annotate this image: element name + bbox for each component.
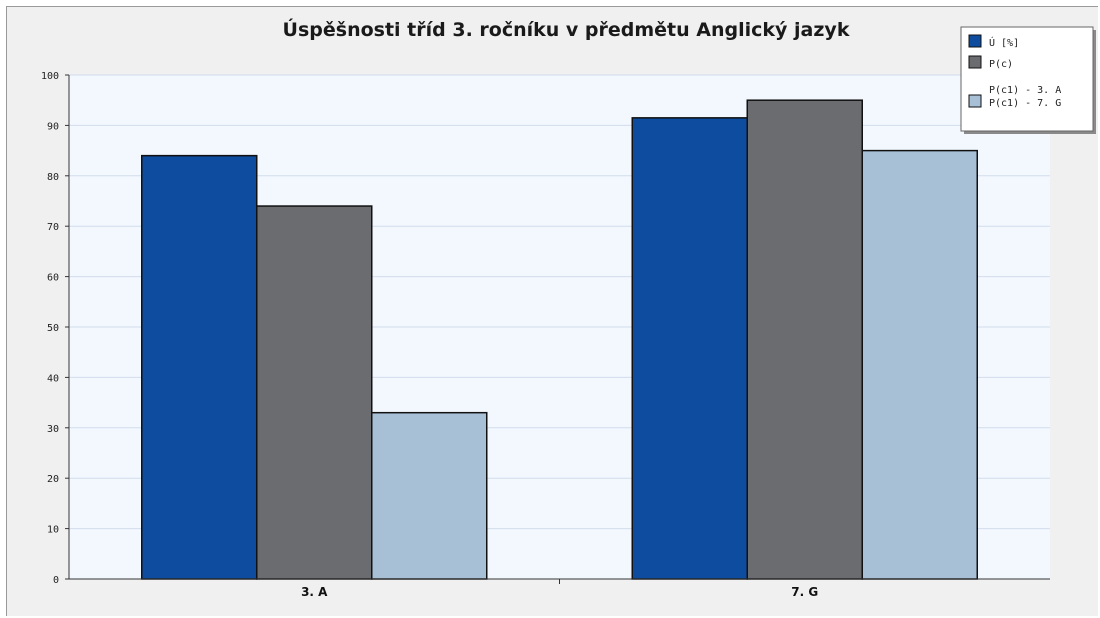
- y-tick-label: 30: [47, 424, 59, 435]
- legend-box: [960, 26, 1094, 132]
- legend-label: P(c1) - 7. G: [989, 98, 1061, 109]
- y-tick-label: 10: [47, 525, 59, 536]
- y-tick-label: 50: [47, 323, 59, 334]
- x-category-label: 3. A: [301, 585, 328, 599]
- bar-1-2: [631, 117, 748, 580]
- chart-frame: Úspěšnosti tříd 3. ročníku v předmětu An…: [6, 6, 1098, 616]
- bar-3-2: [861, 149, 978, 580]
- bars: [141, 99, 978, 580]
- bar-2-2: [746, 99, 863, 580]
- bar-2-1: [256, 205, 373, 580]
- chart-title: Úspěšnosti tříd 3. ročníku v předmětu An…: [283, 17, 850, 41]
- y-tick-label: 60: [47, 273, 59, 284]
- y-tick-label: 0: [53, 575, 59, 586]
- legend-label: Ú [%]: [989, 36, 1019, 49]
- y-tick-label: 100: [41, 71, 59, 82]
- y-tick-label: 90: [47, 121, 59, 132]
- y-tick-label: 80: [47, 172, 59, 183]
- legend-label: P(c): [989, 59, 1013, 70]
- y-tick-label: 70: [47, 222, 59, 233]
- bar-3-1: [371, 411, 488, 580]
- bar-1-1: [141, 154, 258, 580]
- legend-swatch: [968, 55, 982, 69]
- y-tick-label: 20: [47, 474, 59, 485]
- legend-swatch: [968, 94, 982, 108]
- x-axis-categories: 3. A 7. G: [301, 585, 818, 599]
- x-category-label: 7. G: [791, 585, 818, 599]
- y-tick-label: 40: [47, 373, 59, 384]
- bar-chart: Úspěšnosti tříd 3. ročníku v předmětu An…: [41, 17, 1096, 599]
- axes: [65, 74, 1050, 584]
- legend-swatch: [968, 34, 982, 48]
- y-axis-ticks: 0 10 20 30 40 50 60 70 80 90 100: [41, 71, 59, 586]
- legend: Ú [%] P(c) P(c1) - 3. A P(c1) - 7. G: [960, 26, 1096, 134]
- legend-label: P(c1) - 3. A: [989, 85, 1061, 96]
